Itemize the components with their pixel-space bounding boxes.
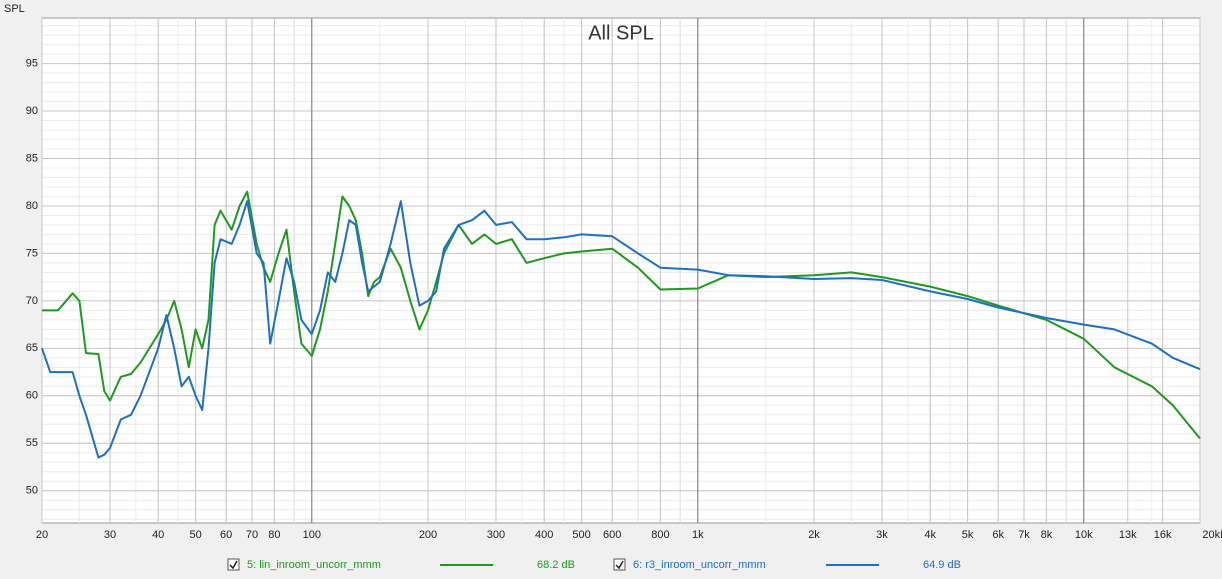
y-axis-label: SPL <box>4 3 25 15</box>
y-tick-label: 50 <box>26 485 38 497</box>
x-tick-label: 1k <box>692 529 704 541</box>
grid <box>41 18 1201 523</box>
x-tick-label: 80 <box>268 529 280 541</box>
y-tick-label: 95 <box>26 57 38 69</box>
y-tick-label: 70 <box>26 295 38 307</box>
legend-check <box>615 560 624 570</box>
lines <box>41 190 1201 459</box>
x-tick-label: 6k <box>992 529 1004 541</box>
x-tick-label: 100 <box>303 529 321 541</box>
x-tick-label: 3k <box>876 529 888 541</box>
x-tick-label: 40 <box>152 529 164 541</box>
x-tick-label: 20 <box>36 529 48 541</box>
chart-title: All SPL <box>588 22 654 44</box>
legend-check <box>229 560 238 570</box>
x-tick-label: 800 <box>651 529 669 541</box>
x-tick-label: 300 <box>487 529 505 541</box>
x-tick-label: 20kHz <box>1202 529 1222 541</box>
x-tick-label: 30 <box>104 529 116 541</box>
y-tick-label: 80 <box>26 200 38 212</box>
x-tick-label: 500 <box>572 529 590 541</box>
y-tick-label: 55 <box>26 437 38 449</box>
x-tick-label: 70 <box>246 529 258 541</box>
y-tick-label: 90 <box>26 105 38 117</box>
y-tick-label: 85 <box>26 152 38 164</box>
x-tick-label: 4k <box>924 529 936 541</box>
legend-label: 5: lin_inroom_uncorr_mmm <box>247 559 381 571</box>
legend-readout: 68.2 dB <box>537 559 575 571</box>
x-tick-label: 8k <box>1041 529 1053 541</box>
x-tick-label: 2k <box>808 529 820 541</box>
x-tick-label: 7k <box>1018 529 1030 541</box>
y-tick-label: 60 <box>26 390 38 402</box>
x-tick-label: 5k <box>962 529 974 541</box>
x-tick-label: 10k <box>1075 529 1093 541</box>
x-tick-label: 50 <box>189 529 201 541</box>
x-tick-label: 600 <box>603 529 621 541</box>
x-tick-label: 16k <box>1154 529 1172 541</box>
series-line <box>41 200 1201 459</box>
y-tick-label: 75 <box>26 247 38 259</box>
y-tick-label: 65 <box>26 342 38 354</box>
x-tick-label: 400 <box>535 529 553 541</box>
legend-checkbox <box>613 558 626 571</box>
legend-label: 6: r3_inroom_uncorr_mmm <box>633 559 766 571</box>
x-tick-label: 60 <box>220 529 232 541</box>
x-tick-label: 200 <box>419 529 437 541</box>
x-tick-label: 13k <box>1119 529 1137 541</box>
legend-readout: 64.9 dB <box>923 559 961 571</box>
legend-checkbox <box>227 558 240 571</box>
plot-area <box>41 17 1201 524</box>
